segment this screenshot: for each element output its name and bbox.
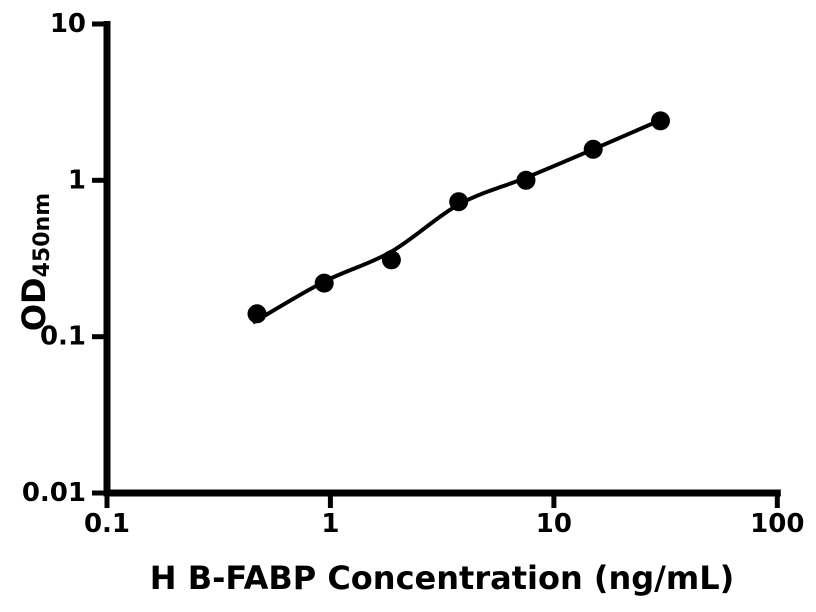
data-point-marker: [314, 273, 334, 293]
axis-spines: [103, 21, 781, 497]
axes: [92, 21, 781, 508]
data-point-marker: [516, 170, 536, 190]
y-axis-title-main: OD: [15, 277, 53, 331]
x-tick-label: 10: [536, 509, 572, 539]
x-tick-label: 1: [321, 509, 339, 539]
y-tick-label: 1: [68, 165, 86, 195]
x-tick-label: 0.1: [84, 509, 130, 539]
data-point-marker: [449, 192, 469, 212]
y-tick-label: 0.1: [40, 322, 86, 352]
x-axis-title: H B-FABP Concentration (ng/mL): [150, 559, 734, 597]
x-tick-label: 100: [750, 509, 804, 539]
y-tick-label: 0.01: [22, 478, 86, 508]
plot-series: [247, 111, 670, 325]
data-point-marker: [247, 304, 267, 324]
y-axis-title-subscript: 450nm: [30, 193, 55, 278]
data-point-marker: [583, 139, 603, 159]
y-axis-title: OD450nm: [15, 193, 55, 331]
y-tick-label: 10: [50, 9, 86, 39]
data-point-marker: [651, 111, 670, 131]
data-point-marker: [381, 250, 401, 270]
